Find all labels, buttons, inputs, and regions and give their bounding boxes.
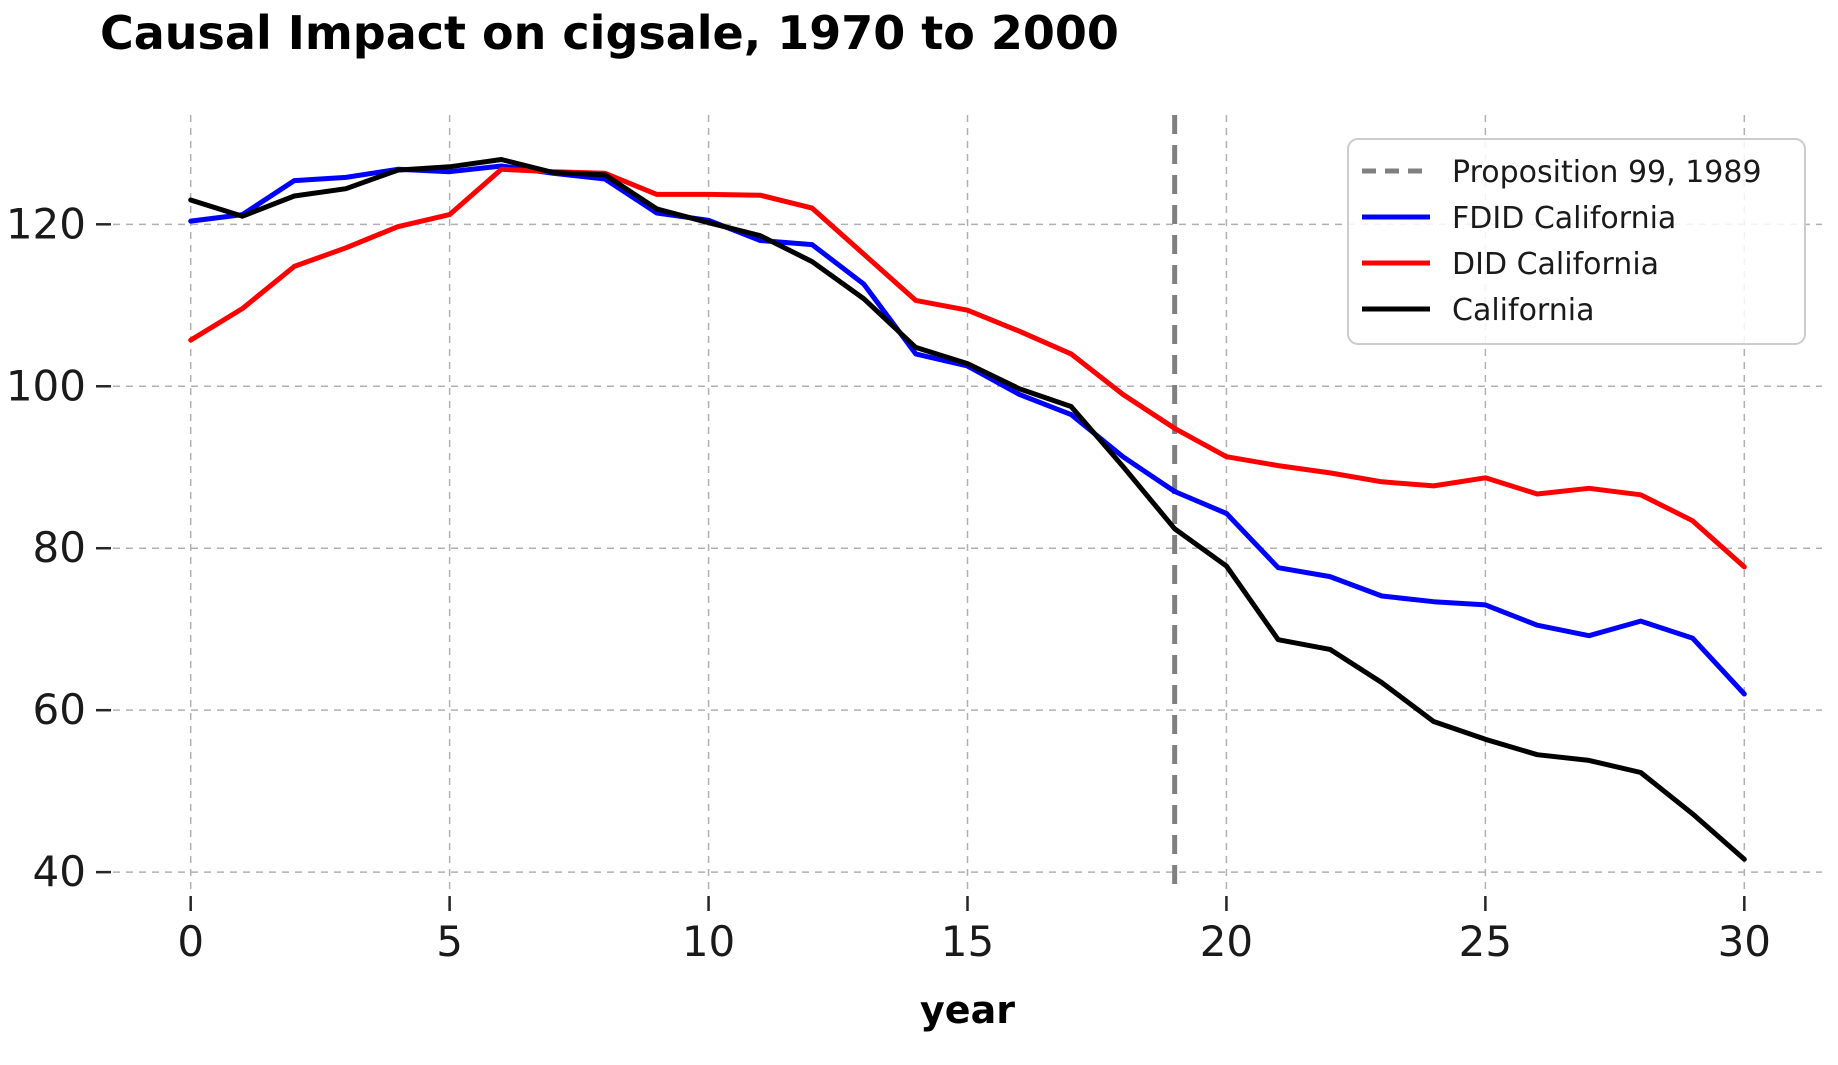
x-tick-label: 20: [1200, 917, 1253, 966]
legend-entry-label: DID California: [1452, 247, 1659, 282]
x-tick-label: 10: [682, 917, 735, 966]
y-tick-label: 40: [33, 847, 86, 896]
x-tick-label: 5: [436, 917, 463, 966]
x-axis-title: year: [920, 988, 1015, 1032]
x-tick-label: 30: [1718, 917, 1771, 966]
legend-entry-label: California: [1452, 293, 1594, 328]
series-line-california: [188, 157, 1747, 862]
legend-entry-label: FDID California: [1452, 201, 1676, 236]
chart-title: Causal Impact on cigsale, 1970 to 2000: [100, 6, 1119, 60]
y-tick-label: 100: [6, 361, 86, 410]
legend-box: [1347, 138, 1806, 345]
x-tick-label: 15: [941, 917, 994, 966]
x-tick-label: 25: [1459, 917, 1512, 966]
series-line-did-california: [188, 166, 1747, 570]
y-tick-label: 80: [33, 523, 86, 572]
y-tick-label: 60: [33, 685, 86, 734]
y-tick-label: 120: [6, 199, 86, 248]
legend-entry-label: Proposition 99, 1989: [1452, 155, 1762, 190]
x-tick-label: 0: [177, 917, 204, 966]
